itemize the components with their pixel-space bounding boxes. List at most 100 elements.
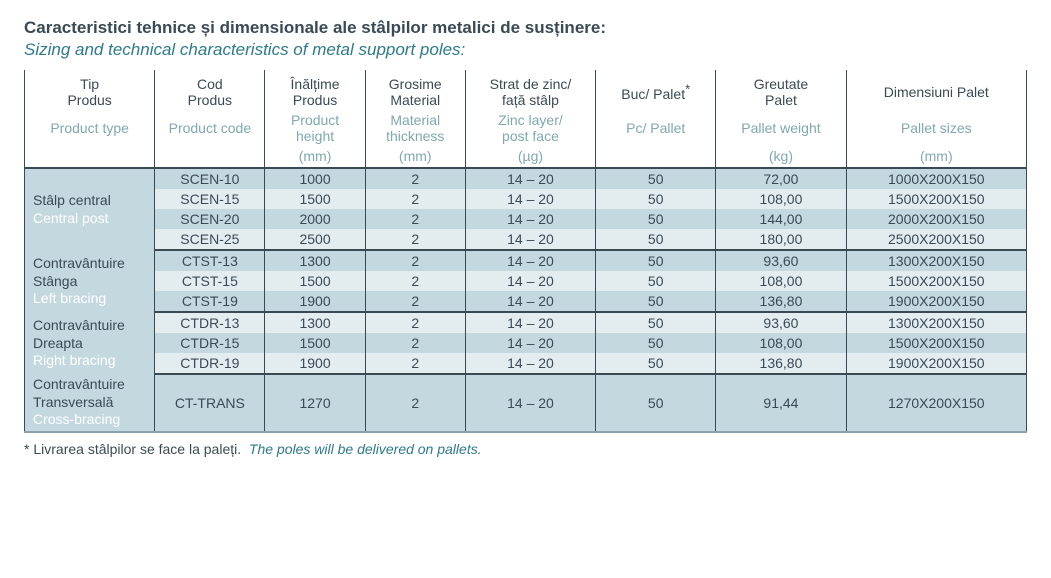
table-head: TipProdus CodProdus ÎnălțimeProdus Grosi… bbox=[25, 70, 1027, 168]
cell-dim: 2500X200X150 bbox=[846, 229, 1026, 250]
group-label-en: Left bracing bbox=[33, 290, 106, 306]
cell-dim: 2000X200X150 bbox=[846, 209, 1026, 229]
cell-height: 1500 bbox=[265, 189, 365, 209]
cell-code: CTST-15 bbox=[155, 271, 265, 291]
col-weight-ro: GreutatePalet bbox=[716, 70, 846, 110]
cell-pc: 50 bbox=[596, 168, 716, 189]
cell-dim: 1500X200X150 bbox=[846, 333, 1026, 353]
table-row: Stâlp centralCentral postSCEN-101000214 … bbox=[25, 168, 1027, 189]
cell-dim: 1270X200X150 bbox=[846, 374, 1026, 432]
cell-weight: 108,00 bbox=[716, 189, 846, 209]
cell-thick: 2 bbox=[365, 291, 465, 312]
cell-code: SCEN-15 bbox=[155, 189, 265, 209]
cell-weight: 72,00 bbox=[716, 168, 846, 189]
table-row: SCEN-202000214 – 2050144,002000X200X150 bbox=[25, 209, 1027, 229]
col-pc-unit bbox=[596, 146, 716, 168]
cell-weight: 136,80 bbox=[716, 353, 846, 374]
col-zinc-unit: (µg) bbox=[465, 146, 595, 168]
group-label-ro: ContravântuireTransversală bbox=[33, 376, 125, 410]
cell-dim: 1900X200X150 bbox=[846, 353, 1026, 374]
cell-thick: 2 bbox=[365, 353, 465, 374]
col-weight-en: Pallet weight bbox=[716, 110, 846, 146]
cell-pc: 50 bbox=[596, 250, 716, 271]
cell-height: 2500 bbox=[265, 229, 365, 250]
cell-height: 1500 bbox=[265, 333, 365, 353]
cell-weight: 91,44 bbox=[716, 374, 846, 432]
footnote-ro: Livrarea stâlpilor se face la paleți. bbox=[33, 441, 241, 457]
cell-dim: 1900X200X150 bbox=[846, 291, 1026, 312]
cell-pc: 50 bbox=[596, 271, 716, 291]
cell-zinc: 14 – 20 bbox=[465, 353, 595, 374]
cell-code: SCEN-10 bbox=[155, 168, 265, 189]
cell-thick: 2 bbox=[365, 333, 465, 353]
cell-code: CTDR-15 bbox=[155, 333, 265, 353]
group-label-ro: ContravântuireStânga bbox=[33, 255, 125, 289]
cell-weight: 93,60 bbox=[716, 312, 846, 333]
table-row: CTST-151500214 – 2050108,001500X200X150 bbox=[25, 271, 1027, 291]
col-thick-en: Materialthickness bbox=[365, 110, 465, 146]
group-label-en: Cross-bracing bbox=[33, 411, 120, 427]
cell-zinc: 14 – 20 bbox=[465, 168, 595, 189]
table-row: CTDR-191900214 – 2050136,801900X200X150 bbox=[25, 353, 1027, 374]
cell-thick: 2 bbox=[365, 312, 465, 333]
group-label-ro: ContravântuireDreapta bbox=[33, 317, 125, 351]
col-height-en: Productheight bbox=[265, 110, 365, 146]
cell-dim: 1500X200X150 bbox=[846, 271, 1026, 291]
cell-zinc: 14 – 20 bbox=[465, 333, 595, 353]
col-thick-ro: GrosimeMaterial bbox=[365, 70, 465, 110]
cell-weight: 180,00 bbox=[716, 229, 846, 250]
col-code-en: Product code bbox=[155, 110, 265, 146]
group-label: ContravântuireDreaptaRight bracing bbox=[25, 312, 155, 374]
col-weight-unit: (kg) bbox=[716, 146, 846, 168]
group-label: Stâlp centralCentral post bbox=[25, 168, 155, 250]
footnote-marker: * bbox=[24, 441, 29, 457]
cell-code: CT-TRANS bbox=[155, 374, 265, 432]
cell-height: 1000 bbox=[265, 168, 365, 189]
table-row: SCEN-151500214 – 2050108,001500X200X150 bbox=[25, 189, 1027, 209]
cell-code: SCEN-20 bbox=[155, 209, 265, 229]
group-label: ContravântuireTransversalăCross-bracing bbox=[25, 374, 155, 432]
cell-pc: 50 bbox=[596, 333, 716, 353]
group-label-en: Right bracing bbox=[33, 352, 116, 368]
footnote-en: The poles will be delivered on pallets. bbox=[249, 441, 482, 457]
cell-weight: 108,00 bbox=[716, 333, 846, 353]
cell-zinc: 14 – 20 bbox=[465, 229, 595, 250]
col-thick-unit: (mm) bbox=[365, 146, 465, 168]
table-row: SCEN-252500214 – 2050180,002500X200X150 bbox=[25, 229, 1027, 250]
col-pc-en: Pc/ Pallet bbox=[596, 110, 716, 146]
cell-thick: 2 bbox=[365, 189, 465, 209]
cell-pc: 50 bbox=[596, 312, 716, 333]
cell-height: 1300 bbox=[265, 312, 365, 333]
cell-thick: 2 bbox=[365, 209, 465, 229]
cell-code: CTST-13 bbox=[155, 250, 265, 271]
cell-dim: 1500X200X150 bbox=[846, 189, 1026, 209]
cell-height: 2000 bbox=[265, 209, 365, 229]
cell-code: SCEN-25 bbox=[155, 229, 265, 250]
col-height-unit: (mm) bbox=[265, 146, 365, 168]
col-type-en: Product type bbox=[25, 110, 155, 146]
cell-height: 1900 bbox=[265, 353, 365, 374]
cell-zinc: 14 – 20 bbox=[465, 209, 595, 229]
col-dim-unit: (mm) bbox=[846, 146, 1026, 168]
col-zinc-en: Zinc layer/post face bbox=[465, 110, 595, 146]
cell-pc: 50 bbox=[596, 353, 716, 374]
table-row: CTDR-151500214 – 2050108,001500X200X150 bbox=[25, 333, 1027, 353]
cell-zinc: 14 – 20 bbox=[465, 312, 595, 333]
col-zinc-ro: Strat de zinc/față stâlp bbox=[465, 70, 595, 110]
cell-thick: 2 bbox=[365, 374, 465, 432]
col-type-unit bbox=[25, 146, 155, 168]
table-body: Stâlp centralCentral postSCEN-101000214 … bbox=[25, 168, 1027, 432]
cell-weight: 108,00 bbox=[716, 271, 846, 291]
cell-thick: 2 bbox=[365, 271, 465, 291]
table-row: CTST-191900214 – 2050136,801900X200X150 bbox=[25, 291, 1027, 312]
col-type-ro: TipProdus bbox=[25, 70, 155, 110]
cell-pc: 50 bbox=[596, 291, 716, 312]
cell-thick: 2 bbox=[365, 229, 465, 250]
table-row: ContravântuireTransversalăCross-bracingC… bbox=[25, 374, 1027, 432]
group-label-ro: Stâlp central bbox=[33, 192, 111, 208]
cell-thick: 2 bbox=[365, 168, 465, 189]
col-code-unit bbox=[155, 146, 265, 168]
col-pc-ro-text: Buc/ Palet* bbox=[621, 86, 690, 102]
cell-pc: 50 bbox=[596, 229, 716, 250]
cell-height: 1500 bbox=[265, 271, 365, 291]
